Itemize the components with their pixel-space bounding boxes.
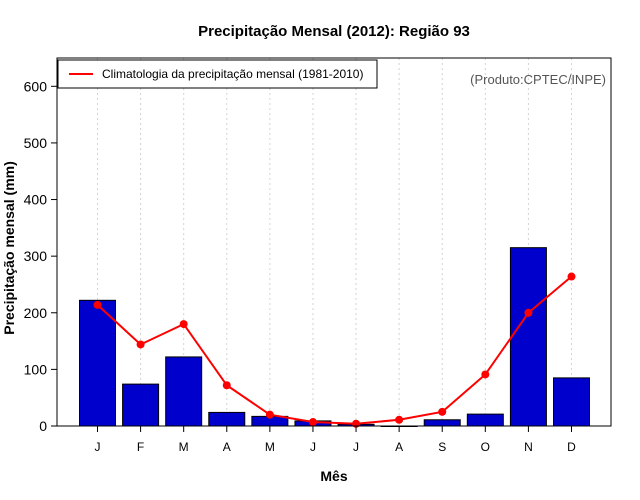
x-tick-label-6: J [310,440,316,454]
x-tick-label-7: J [353,440,359,454]
x-tick-label-4: A [223,440,231,454]
y-tick-label-0: 0 [39,418,47,434]
climatology-point-9 [438,407,447,416]
climatology-point-3 [179,320,188,329]
bar-1 [79,299,116,427]
y-tick-label-200: 200 [24,305,48,321]
y-tick-label-600: 600 [24,78,48,94]
x-tick-label-2: F [137,440,144,454]
grid-lines [97,58,572,426]
bar-2 [122,383,160,427]
credit-annotation: (Produto:CPTEC/INPE) [470,72,606,87]
bar-series [79,247,590,427]
bar-3 [165,356,203,427]
x-tick-label-9: S [438,440,446,454]
bar-11 [509,247,547,427]
climatology-line [96,275,573,425]
y-tick-label-300: 300 [24,248,48,264]
x-tick-label-11: N [524,440,533,454]
y-tick-label-100: 100 [24,361,48,377]
plot-frame [56,57,612,427]
x-tick-label-10: O [481,440,490,454]
climatology-point-11 [524,308,533,317]
y-tick-label-500: 500 [24,135,48,151]
x-tick-label-8: A [395,440,403,454]
bar-12 [553,377,590,427]
bar-4 [208,411,246,427]
climatology-point-4 [222,381,231,390]
x-tick-label-12: D [567,440,576,454]
x-tick-label-3: M [179,440,189,454]
climatology-point-8 [395,415,404,424]
climatology-point-10 [481,370,490,379]
climatology-point-5 [265,410,274,419]
x-tick-label-1: J [95,440,101,454]
climatology-point-6 [308,418,317,427]
legend-label: Climatologia da precipitação mensal (198… [102,67,363,81]
climatology-series [93,272,576,428]
legend: Climatologia da precipitação mensal (198… [57,59,378,89]
climatology-point-12 [567,272,576,281]
legend-box [57,59,378,89]
bar-9 [423,419,461,427]
x-axis-label: Mês [320,468,347,484]
climatology-point-2 [136,340,145,349]
climatology-point-1 [93,300,102,309]
y-axis: 0 100 200 300 400 500 600 [24,78,57,434]
chart-title: Precipitação Mensal (2012): Região 93 [198,23,470,40]
bar-10 [466,413,504,427]
x-tick-label-5: M [265,440,275,454]
y-tick-label-400: 400 [24,192,48,208]
y-axis-label: Precipitação mensal (mm) [1,161,17,335]
